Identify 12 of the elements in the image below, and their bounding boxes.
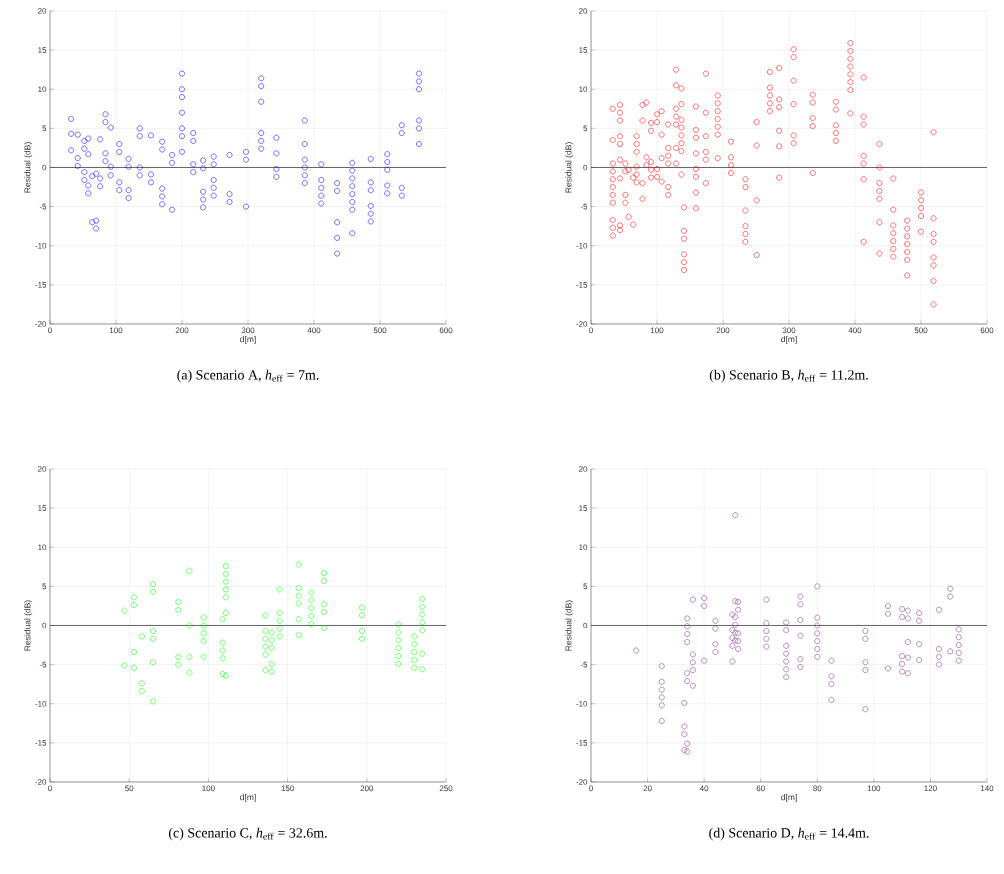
x-axis-title: d[m] bbox=[240, 793, 256, 802]
y-axis-title: Residual (dB) bbox=[565, 600, 574, 651]
y-axis-title: Residual (dB) bbox=[565, 142, 574, 193]
x-axis-title: d[m] bbox=[781, 335, 797, 344]
text: (c) Scenario C, h$_{eff}$ = 32.6m. bbox=[169, 827, 327, 841]
text: (a) Scenario A, h$_{eff}$ = 7m. bbox=[177, 369, 319, 383]
y-axis-title: Residual (dB) bbox=[24, 142, 33, 193]
x-axis-title: d[m] bbox=[240, 335, 256, 344]
x-axis-title: d[m] bbox=[781, 793, 797, 802]
y-axis-title: Residual (dB) bbox=[24, 600, 33, 651]
text: (b) Scenario B, h$_{eff}$ = 11.2m. bbox=[709, 369, 868, 383]
text: (d) Scenario D, h$_{eff}$ = 14.4m. bbox=[709, 827, 869, 841]
